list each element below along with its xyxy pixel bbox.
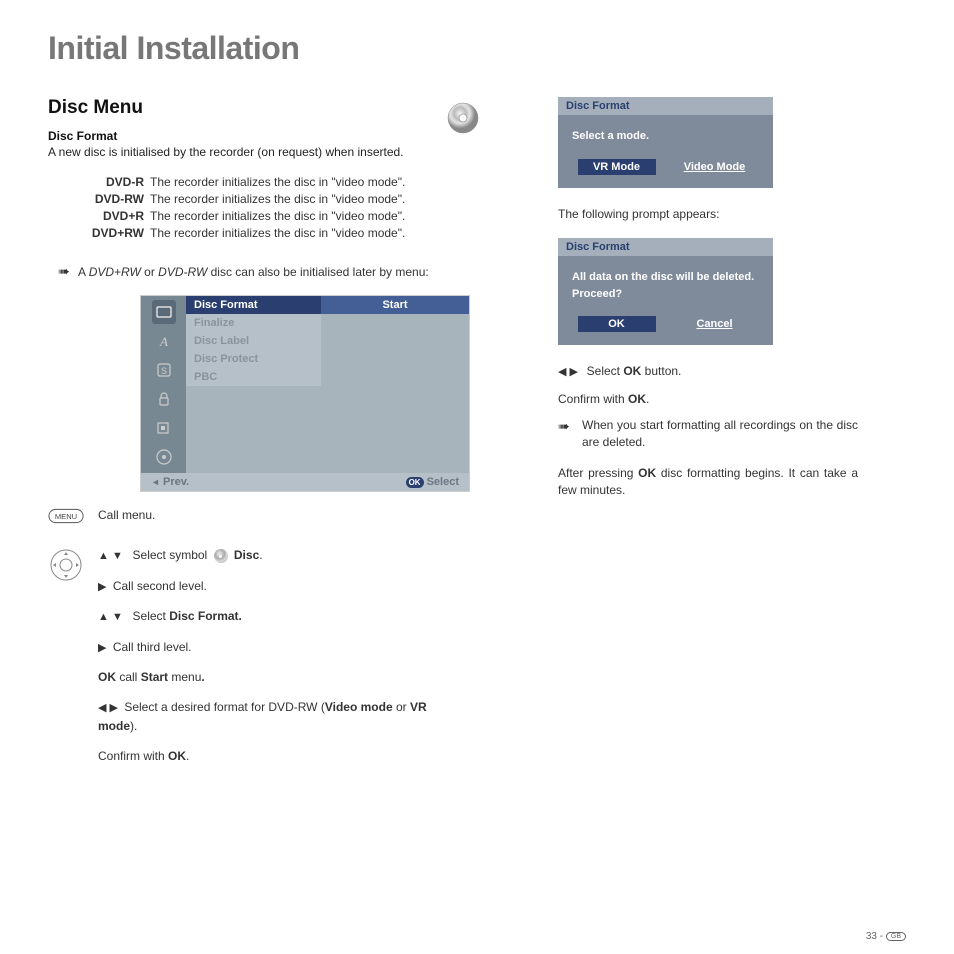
- text: or: [141, 265, 158, 279]
- after-text: After pressing OK disc formatting begins…: [558, 465, 858, 499]
- svg-text:MENU: MENU: [55, 512, 77, 521]
- dialog-title: Disc Format: [558, 238, 773, 256]
- bullet-icon: ➠: [58, 262, 72, 282]
- dialog-body: Select a mode.: [558, 115, 773, 159]
- footer-prev: Prev.: [163, 476, 189, 488]
- left-column: Disc Menu Disc Format A new disc is init…: [48, 97, 468, 787]
- note-line: ➠ A DVD+RW or DVD-RW disc can also be in…: [48, 262, 468, 282]
- menu-item-label: Disc Protect: [186, 350, 321, 368]
- row-desc: The recorder initializes the disc in "vi…: [150, 226, 468, 240]
- subheading: Disc Format: [48, 129, 468, 143]
- language-icon: A: [152, 329, 176, 353]
- left-right-icon: ◀ ▶: [558, 366, 578, 378]
- menu-mockup: A S Disc: [140, 295, 470, 492]
- init-table: DVD-R The recorder initializes the disc …: [76, 175, 468, 240]
- page-title: Initial Installation: [0, 0, 954, 67]
- table-row: DVD+RW The recorder initializes the disc…: [76, 226, 468, 240]
- svg-text:S: S: [160, 366, 166, 376]
- disc-icon: [446, 101, 480, 140]
- ok-button: OK: [578, 316, 656, 332]
- menu-item-label: PBC: [186, 368, 321, 386]
- row-desc: The recorder initializes the disc in "vi…: [150, 175, 468, 189]
- right-column: Disc Format Select a mode. VR Mode Video…: [518, 97, 888, 787]
- menu-item: Disc Label: [186, 332, 469, 350]
- disc-sidebar-icon: [152, 445, 176, 469]
- menu-sidebar: A S: [141, 296, 186, 473]
- two-column-layout: Disc Menu Disc Format A new disc is init…: [0, 67, 954, 787]
- table-row: DVD+R The recorder initializes the disc …: [76, 209, 468, 223]
- menu-item: Finalize: [186, 314, 469, 332]
- right-arrow-icon: ▶: [98, 642, 106, 654]
- dialog-title: Disc Format: [558, 97, 773, 115]
- lock-icon: [152, 387, 176, 411]
- gb-badge: GB: [886, 932, 906, 941]
- step-text: ◀ ▶ Select OK button.: [558, 363, 888, 380]
- ok-badge: OK: [406, 477, 424, 488]
- menu-button-icon: MENU: [48, 506, 84, 536]
- audio-icon: S: [152, 358, 176, 382]
- confirm-text: Confirm with OK.: [558, 391, 888, 408]
- em: DVD+RW: [89, 265, 141, 279]
- prev-arrow-icon: ◄: [151, 477, 160, 487]
- text: disc can also be initialised later by me…: [207, 265, 428, 279]
- menu-item: Disc Protect: [186, 350, 469, 368]
- text: A: [78, 265, 89, 279]
- page-number: 33 - GB: [866, 931, 906, 942]
- menu-item: PBC: [186, 368, 469, 386]
- table-row: DVD-R The recorder initializes the disc …: [76, 175, 468, 189]
- section-title: Disc Menu: [48, 97, 468, 119]
- instruction-text: Call menu.: [98, 506, 468, 524]
- menu-footer: ◄ Prev. OKSelect: [141, 473, 469, 491]
- row-label: DVD+R: [76, 209, 150, 223]
- svg-text:A: A: [159, 334, 168, 349]
- intro-text: A new disc is initialised by the recorde…: [48, 144, 468, 161]
- left-right-icon: ◀ ▶: [98, 702, 118, 714]
- disc-mini-icon: [214, 549, 228, 563]
- instruction-row: ▲ ▼ Select symbol Disc. ▶ Call second le…: [48, 546, 468, 777]
- em: DVD-RW: [158, 265, 207, 279]
- dialog-confirm: Disc Format All data on the disc will be…: [558, 238, 773, 345]
- row-label: DVD-RW: [76, 192, 150, 206]
- warning-note: ➠ When you start formatting all recordin…: [558, 417, 858, 451]
- menu-item-label: Disc Format: [186, 296, 321, 314]
- instruction-text-block: ▲ ▼ Select symbol Disc. ▶ Call second le…: [98, 546, 468, 777]
- bullet-icon: ➠: [558, 417, 576, 451]
- instruction-row: MENU Call menu.: [48, 506, 468, 536]
- menu-item-selected: Disc Format Start: [186, 296, 469, 314]
- up-down-icon: ▲ ▼: [98, 550, 123, 562]
- menu-main: Disc Format Start Finalize Disc Label Di…: [186, 296, 469, 473]
- menu-item-value: Start: [321, 296, 469, 314]
- tv-icon: [152, 300, 176, 324]
- vr-mode-button: VR Mode: [578, 159, 656, 175]
- row-desc: The recorder initializes the disc in "vi…: [150, 209, 468, 223]
- footer-select: Select: [427, 476, 459, 488]
- menu-item-label: Finalize: [186, 314, 321, 332]
- dpad-icon: [48, 546, 84, 777]
- table-row: DVD-RW The recorder initializes the disc…: [76, 192, 468, 206]
- right-arrow-icon: ▶: [98, 581, 106, 593]
- menu-item-label: Disc Label: [186, 332, 321, 350]
- row-label: DVD+RW: [76, 226, 150, 240]
- prompt-text: The following prompt appears:: [558, 206, 858, 223]
- row-label: DVD-R: [76, 175, 150, 189]
- dialog-select-mode: Disc Format Select a mode. VR Mode Video…: [558, 97, 773, 188]
- record-icon: [152, 416, 176, 440]
- up-down-icon: ▲ ▼: [98, 611, 123, 623]
- video-mode-button: Video Mode: [676, 159, 754, 175]
- cancel-button: Cancel: [676, 316, 754, 332]
- dialog-body: All data on the disc will be deleted. Pr…: [558, 256, 773, 316]
- row-desc: The recorder initializes the disc in "vi…: [150, 192, 468, 206]
